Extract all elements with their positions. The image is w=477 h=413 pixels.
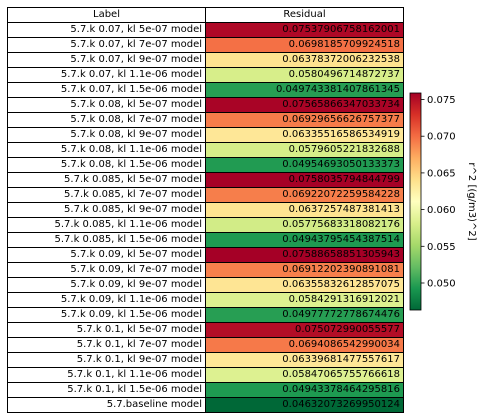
colorbar-tick-label: 0.075 [427, 95, 456, 106]
table-row: 5.7.k 0.07, kl 1.1e-06 model 0.0580496714… [7, 67, 404, 83]
table-row: 5.7.k 0.1, kl 1.5e-06 model 0.04943378464… [7, 382, 404, 398]
table-body: Label Residual 5.7.k 0.07, kl 5e-07 mode… [7, 7, 404, 413]
row-residual: 0.0758035794844799 [205, 172, 404, 188]
row-residual: 0.0698185709924518 [205, 37, 404, 53]
table-row: 5.7.k 0.085, kl 9e-07 model 0.06372574873… [7, 202, 404, 218]
row-residual: 0.04943378464295816 [205, 382, 404, 398]
table-row: 5.7.k 0.08, kl 1.1e-06 model 0.0579605221… [7, 142, 404, 158]
row-residual: 0.05775683318082176 [205, 217, 404, 233]
table-row: 5.7.k 0.085, kl 1.1e-06 model 0.057756833… [7, 217, 404, 233]
colorbar-gradient [409, 92, 422, 311]
colorbar: 0.050 0.055 0.060 0.065 0.070 0.075 r^2 [(g/m… [409, 92, 477, 311]
colorbar-tick-label: 0.055 [427, 242, 456, 253]
table-header-row: Label Residual [7, 7, 404, 23]
residual-table: Label Residual 5.7.k 0.07, kl 5e-07 mode… [7, 7, 404, 413]
row-residual: 0.075072990055577 [205, 322, 404, 338]
row-residual: 0.05847065755766618 [205, 367, 404, 383]
table-row: 5.7.k 0.085, kl 7e-07 model 0.06922072259… [7, 187, 404, 203]
row-residual: 0.0580496714872737 [205, 67, 404, 83]
colorbar-tick-label: 0.070 [427, 132, 456, 143]
table-row: 5.7.k 0.08, kl 7e-07 model 0.069296566267… [7, 112, 404, 128]
colorbar-tick-label: 0.050 [427, 278, 456, 289]
table-row: 5.7.k 0.07, kl 7e-07 model 0.069818570992… [7, 37, 404, 53]
colorbar-ticks: 0.050 0.055 0.060 0.065 0.070 0.075 [421, 95, 456, 289]
row-residual: 0.06378372006232538 [205, 52, 404, 68]
table-row: 5.7.k 0.09, kl 1.1e-06 model 0.0584291316… [7, 292, 404, 308]
row-residual: 0.07565866347033734 [205, 97, 404, 113]
row-residual: 0.06335516586534919 [205, 127, 404, 143]
table-row: 5.7.k 0.085, kl 5e-07 model 0.07580357948… [7, 172, 404, 188]
table-row: 5.7.k 0.08, kl 9e-07 model 0.063355165865… [7, 127, 404, 143]
colorbar-label: r^2 [(g/m3)^2] [466, 162, 477, 240]
row-residual: 0.06929656626757377 [205, 112, 404, 128]
table-row: 5.7.k 0.09, kl 9e-07 model 0.063558326128… [7, 277, 404, 293]
colorbar-tick-label: 0.060 [427, 205, 456, 216]
table-row: 5.7.k 0.1, kl 1.1e-06 model 0.05847065755… [7, 367, 404, 383]
table-row: 5.7.k 0.08, kl 5e-07 model 0.075658663470… [7, 97, 404, 113]
colorbar-tick-label: 0.065 [427, 168, 456, 179]
table-row: 5.7.k 0.07, kl 9e-07 model 0.063783720062… [7, 52, 404, 68]
